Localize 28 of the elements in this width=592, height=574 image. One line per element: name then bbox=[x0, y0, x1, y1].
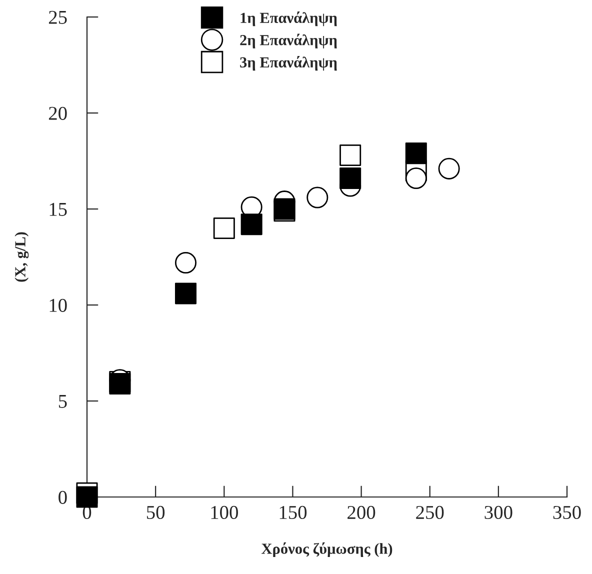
point bbox=[405, 168, 427, 190]
y-axis-title: (X, g/L) bbox=[14, 232, 29, 282]
y-tick-label: 0 bbox=[58, 490, 67, 504]
x-tick-label: 350 bbox=[553, 506, 581, 520]
y-tick-label: 10 bbox=[50, 298, 67, 312]
y-tick-label: 20 bbox=[48, 106, 67, 120]
x-tick-label: 300 bbox=[484, 506, 512, 520]
point bbox=[405, 142, 427, 164]
point bbox=[174, 252, 196, 274]
y-tick-label: 25 bbox=[48, 10, 67, 24]
y-tick-label: 5 bbox=[58, 395, 67, 408]
x-tick-label: 200 bbox=[348, 506, 376, 520]
y-tick-label: 15 bbox=[50, 202, 67, 216]
point bbox=[306, 186, 328, 208]
point bbox=[174, 282, 196, 304]
point bbox=[438, 158, 460, 180]
point bbox=[340, 144, 362, 166]
x-tick-label: 250 bbox=[416, 506, 444, 520]
legend-label: 1η Επανάληψη bbox=[240, 12, 337, 26]
legend-label: 3η Επανάληψη bbox=[240, 56, 337, 71]
x-tick-label: 50 bbox=[146, 506, 165, 520]
x-tick-label: 100 bbox=[211, 506, 238, 520]
x-tick-label: 150 bbox=[280, 506, 307, 520]
point bbox=[240, 214, 262, 236]
point bbox=[213, 217, 235, 239]
point bbox=[340, 168, 362, 190]
legend-label: 2η Επανάληψη bbox=[240, 34, 337, 48]
x-axis-title: Χρόνος ζύμωσης (h) bbox=[262, 542, 392, 558]
